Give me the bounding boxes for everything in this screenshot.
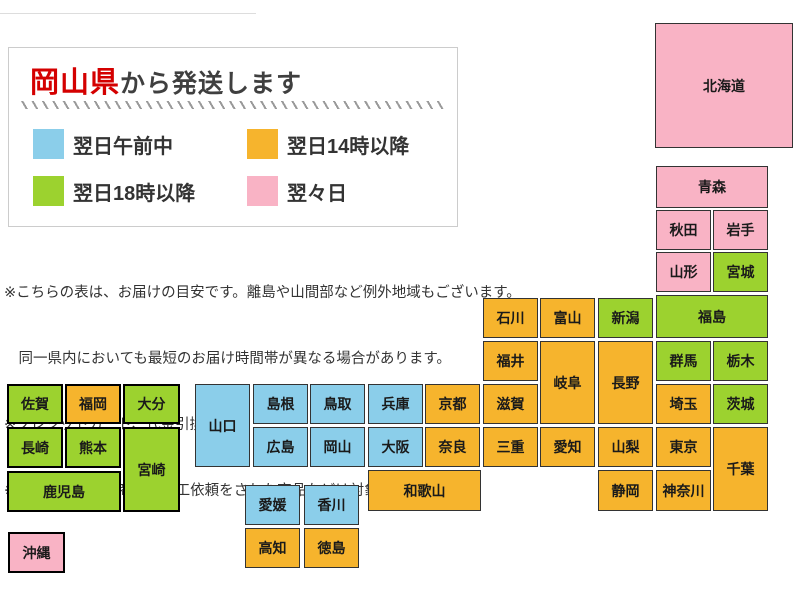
prefecture-saga: 佐賀 [7, 384, 63, 424]
prefecture-fukuoka: 福岡 [65, 384, 121, 424]
prefecture-gifu: 岐阜 [540, 341, 595, 424]
prefecture-ishikawa: 石川 [483, 298, 538, 338]
prefecture-nara: 奈良 [425, 427, 480, 467]
prefecture-nagano: 長野 [598, 341, 653, 424]
prefecture-shimane: 島根 [253, 384, 308, 424]
prefecture-mie: 三重 [483, 427, 538, 467]
prefecture-kyoto: 京都 [425, 384, 480, 424]
prefecture-wakayama: 和歌山 [368, 470, 481, 511]
prefecture-miyazaki: 宮崎 [123, 427, 180, 512]
prefecture-kagoshima: 鹿児島 [7, 471, 121, 512]
legend-item-next-day-morning: 翌日午前中 [33, 129, 173, 159]
prefecture-kanagawa: 神奈川 [656, 470, 711, 511]
prefecture-tochigi: 栃木 [713, 341, 768, 381]
prefecture-chiba: 千葉 [713, 427, 768, 511]
origin-prefecture-name: 岡山県 [30, 67, 121, 99]
prefecture-aichi: 愛知 [540, 427, 595, 467]
legend-label: 翌日14時以降 [287, 135, 410, 158]
prefecture-fukushima: 福島 [656, 295, 768, 338]
title-suffix: から発送します [120, 70, 303, 98]
hatched-divider [21, 101, 447, 109]
prefecture-tottori: 鳥取 [310, 384, 365, 424]
legend-swatch-blue [33, 129, 64, 159]
prefecture-gunma: 群馬 [656, 341, 711, 381]
prefecture-yamaguchi: 山口 [195, 384, 250, 467]
legend-label: 翌日午前中 [73, 135, 173, 158]
prefecture-saitama: 埼玉 [656, 384, 711, 424]
prefecture-fukui: 福井 [483, 341, 538, 381]
legend-item-next-day-after-14: 翌日14時以降 [247, 129, 409, 159]
prefecture-yamanashi: 山梨 [598, 427, 653, 467]
prefecture-shiga: 滋賀 [483, 384, 538, 424]
note-line: ※こちらの表は、お届けの目安です。離島や山間部など例外地域もございます。 [4, 285, 521, 301]
prefecture-akita: 秋田 [656, 210, 711, 250]
prefecture-oita: 大分 [123, 384, 180, 424]
prefecture-iwate: 岩手 [713, 210, 768, 250]
prefecture-tokushima: 徳島 [304, 528, 359, 568]
prefecture-niigata: 新潟 [598, 298, 653, 338]
legend-swatch-orange [247, 129, 278, 159]
legend-item-two-days-later: 翌々日 [247, 176, 347, 206]
prefecture-hiroshima: 広島 [253, 427, 308, 467]
prefecture-nagasaki: 長崎 [7, 427, 63, 468]
prefecture-yamagata: 山形 [656, 252, 711, 292]
prefecture-hokkaido: 北海道 [655, 23, 793, 148]
prefecture-tokyo: 東京 [656, 427, 711, 467]
prefecture-kumamoto: 熊本 [65, 427, 121, 468]
prefecture-shizuoka: 静岡 [598, 470, 653, 511]
note-line: ※クレジットカード、代金引換のみ。 [4, 417, 248, 433]
page-title: 岡山県から発送します [30, 59, 302, 101]
prefecture-hyogo: 兵庫 [368, 384, 423, 424]
prefecture-toyama: 富山 [540, 298, 595, 338]
prefecture-kochi: 高知 [245, 528, 300, 568]
note-line: 同一県内においても最短のお届け時間帯が異なる場合があります。 [4, 351, 451, 367]
legend-item-next-day-after-18: 翌日18時以降 [33, 176, 195, 206]
legend-label: 翌日18時以降 [73, 182, 196, 205]
prefecture-ibaraki: 茨城 [713, 384, 768, 424]
prefecture-miyagi: 宮城 [713, 252, 768, 292]
legend-swatch-pink [247, 176, 278, 206]
legend-swatch-green [33, 176, 64, 206]
page-divider-line [0, 13, 256, 14]
prefecture-osaka: 大阪 [368, 427, 423, 467]
legend-label: 翌々日 [287, 182, 347, 205]
prefecture-ehime: 愛媛 [245, 485, 300, 525]
shipping-info-panel: 岡山県から発送します 翌日午前中 翌日14時以降 翌日18時以降 翌々日 [8, 47, 458, 227]
prefecture-aomori: 青森 [656, 166, 768, 208]
disclaimer-notes: ※こちらの表は、お届けの目安です。離島や山間部など例外地域もございます。 同一県… [4, 238, 521, 524]
prefecture-okinawa: 沖縄 [8, 532, 65, 573]
prefecture-okayama: 岡山 [310, 427, 365, 467]
prefecture-kagawa: 香川 [304, 485, 359, 525]
